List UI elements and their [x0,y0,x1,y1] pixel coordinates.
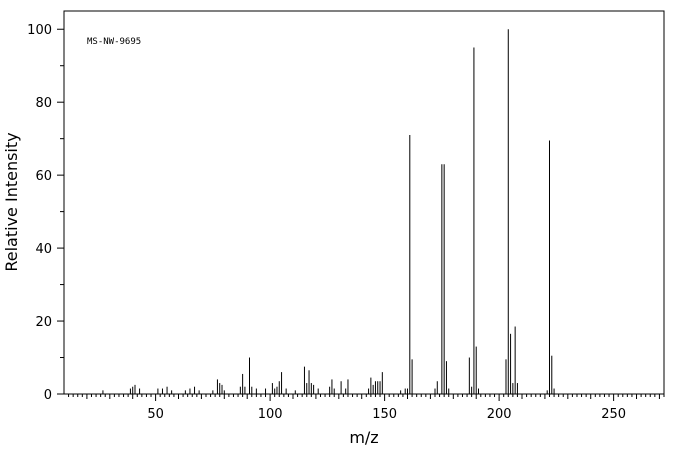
spectrum-id-annotation: MS-NW-9695 [87,37,141,47]
peaks-group [102,29,555,394]
x-tick-label: 100 [258,407,283,422]
x-axis-label: m/z [349,428,378,447]
y-tick-label: 100 [27,23,52,38]
x-tick-label: 150 [372,407,397,422]
y-tick-label: 40 [35,242,52,257]
y-tick-label: 60 [35,169,52,184]
y-tick-label: 20 [35,315,52,330]
y-tick-label: 0 [44,388,52,403]
x-tick-label: 50 [147,407,164,422]
plot-frame [63,10,665,395]
x-tick-label: 200 [487,407,512,422]
y-axis: 0 20 40 60 80 100 [27,23,64,403]
x-axis: 50 100 150 200 250 [68,394,665,422]
y-axis-label: Relative Intensity [2,132,21,271]
y-tick-label: 80 [35,96,52,111]
x-tick-label: 250 [601,407,626,422]
